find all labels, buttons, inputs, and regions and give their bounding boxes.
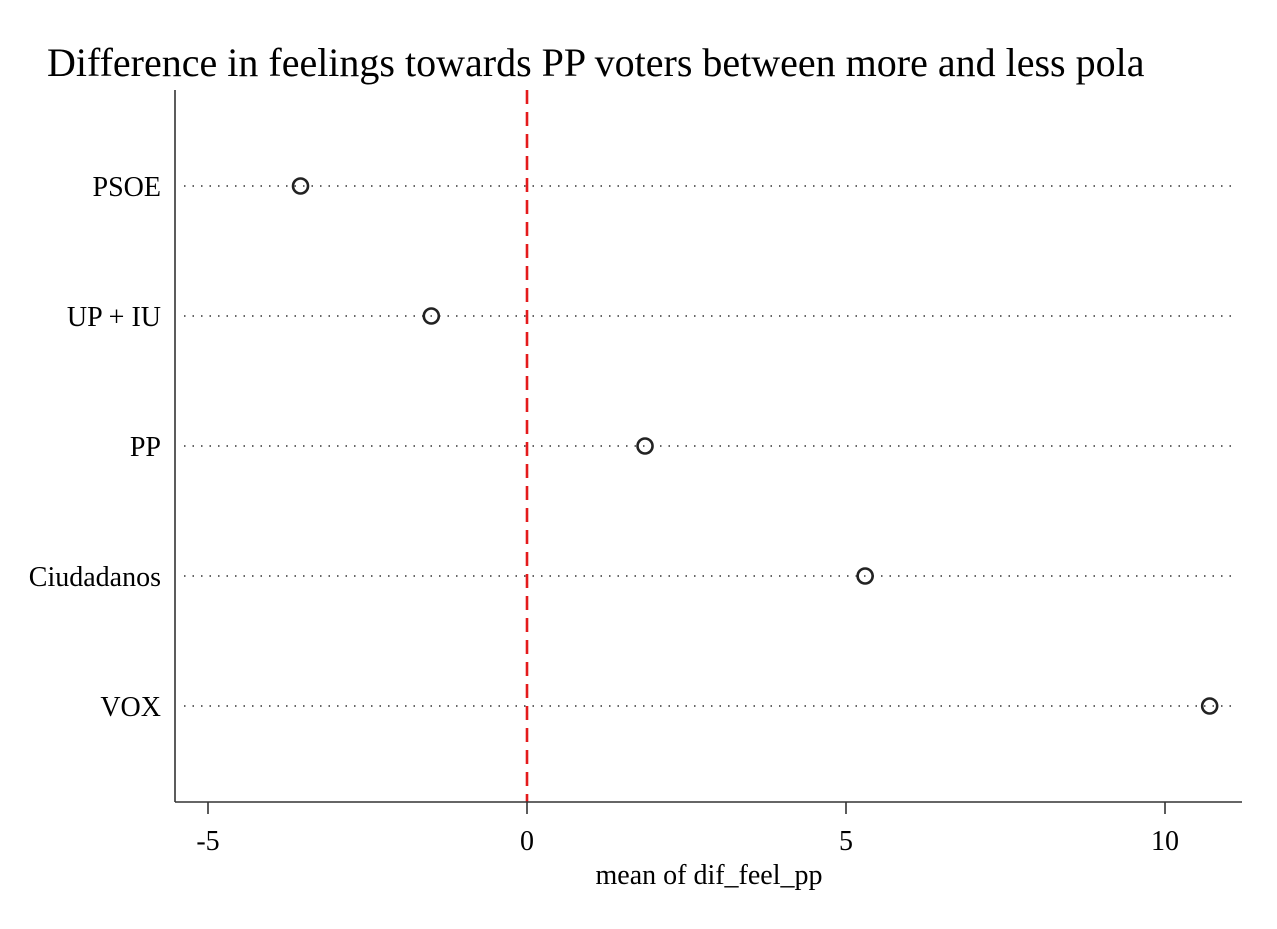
data-point-up-iu <box>422 307 441 325</box>
category-label: PP <box>130 432 161 463</box>
guide-lines <box>184 185 1238 707</box>
x-tick-label: -5 <box>196 826 219 857</box>
category-label: UP + IU <box>67 302 161 333</box>
category-labels: PSOE UP + IU PP Ciudadanos VOX <box>29 172 161 723</box>
category-label: VOX <box>100 692 161 723</box>
data-point-pp <box>636 437 654 455</box>
data-points <box>291 177 1219 715</box>
x-tick-label: 10 <box>1151 826 1179 857</box>
x-axis-title: mean of dif_feel_pp <box>595 860 822 891</box>
x-ticks: -5 0 5 10 <box>196 802 1179 857</box>
data-point-ciudadanos <box>856 567 874 585</box>
x-tick-label: 0 <box>520 826 534 857</box>
data-point-vox <box>1200 697 1219 715</box>
data-point-psoe <box>291 177 310 195</box>
x-tick-label: 5 <box>839 826 853 857</box>
axes <box>174 90 1242 803</box>
category-label: Ciudadanos <box>29 562 161 593</box>
category-label: PSOE <box>93 172 161 203</box>
chart-title: Difference in feelings towards PP voters… <box>47 40 1145 85</box>
